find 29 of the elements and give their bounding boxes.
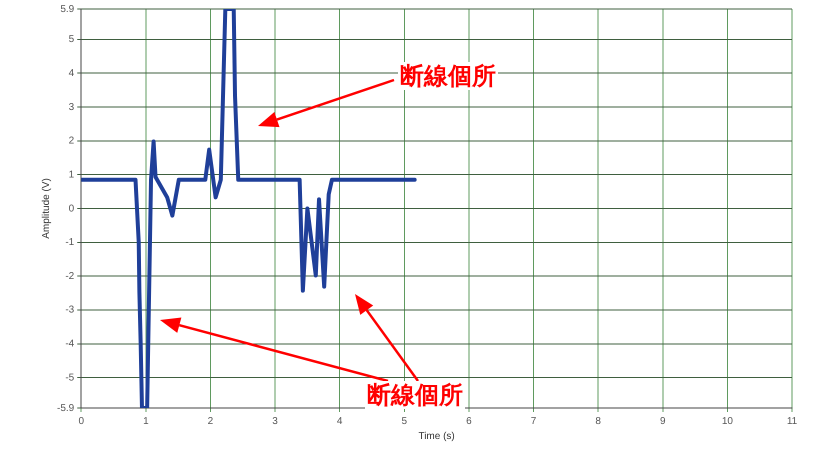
x-tick-label: 0 [78,416,84,427]
x-tick-label: 2 [208,416,214,427]
y-tick-label: 4 [68,68,75,79]
x-tick-label: 5 [402,416,408,427]
x-tick-label: 9 [660,416,666,427]
y-tick-label: 5.9 [60,4,75,15]
x-tick-label: 10 [722,416,734,427]
x-tick-label: 8 [595,416,602,427]
y-tick-label: 3 [68,102,75,113]
annotation: 断線個所 [398,62,498,90]
x-tick-label: 6 [466,416,472,427]
y-tick-label: 1 [68,169,75,180]
y-tick-label: -4 [65,338,75,350]
y-tick-label: -3 [65,304,75,316]
x-axis-title: Time (s) [418,430,455,442]
y-tick-label: -5.9 [56,402,75,414]
x-tick-label: 7 [530,416,537,427]
y-tick-label: 0 [68,203,75,214]
x-tick-label: 3 [272,416,278,427]
y-tick-label: -2 [65,270,75,282]
x-tick-label: 4 [336,416,343,427]
y-tick-label: -5 [65,372,75,384]
y-tick-label: -1 [65,237,75,248]
y-axis-title: Amplitude (V) [40,178,52,239]
annotation: 断線個所 [365,381,465,409]
y-tick-label: 2 [68,136,75,147]
y-tick-label: 5 [68,34,75,46]
x-tick-label: 1 [143,416,150,427]
x-tick-label: 11 [786,416,798,427]
